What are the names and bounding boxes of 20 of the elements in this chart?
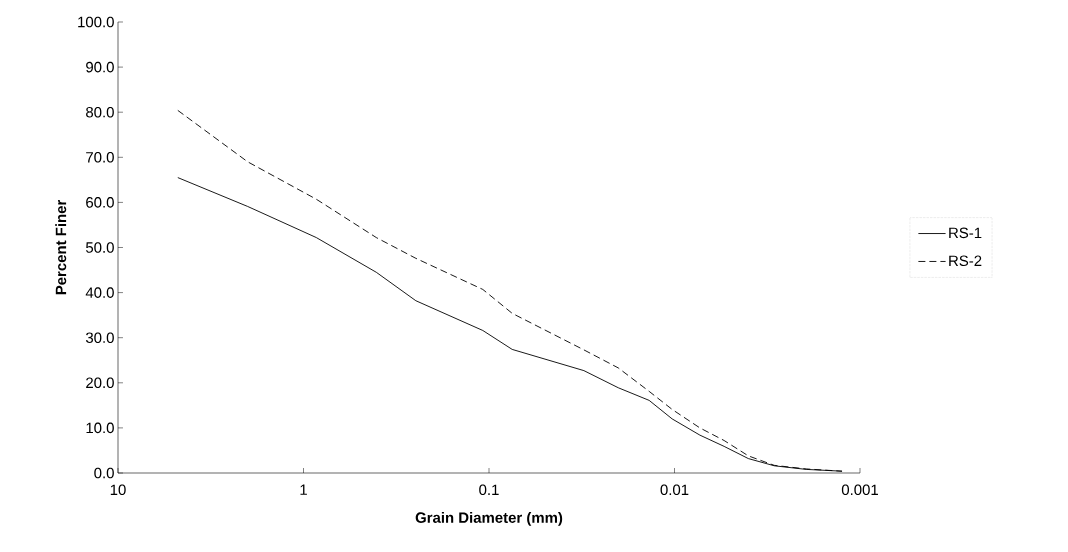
y-tick-label: 100.0 (78, 16, 114, 28)
y-tick-label: 20.0 (86, 377, 114, 389)
y-tick-label: 60.0 (86, 197, 114, 208)
x-tick-label: 0.001 (841, 484, 878, 496)
x-tick-label: 0.01 (660, 484, 689, 496)
x-tick-label: 0.1 (479, 484, 499, 496)
y-tick-label: 30.0 (85, 332, 114, 343)
y-tick-label: 10.0 (86, 422, 114, 434)
y-tick-label: 90.0 (86, 61, 114, 73)
x-tick-label: 10 (110, 484, 126, 496)
y-tick-label: 0.0 (94, 467, 114, 479)
y-axis-title: Percent Finer (55, 199, 67, 295)
y-tick-label: 40.0 (85, 287, 114, 298)
legend-label: RS-2 (949, 255, 982, 267)
x-axis-title: Grain Diameter (mm) (415, 511, 563, 526)
y-tick-label: 80.0 (86, 106, 114, 118)
x-tick-label: 1 (300, 484, 307, 495)
y-tick-label: 50.0 (85, 242, 114, 253)
y-tick-label: 70.0 (86, 152, 114, 163)
legend-label: RS-1 (949, 227, 982, 239)
